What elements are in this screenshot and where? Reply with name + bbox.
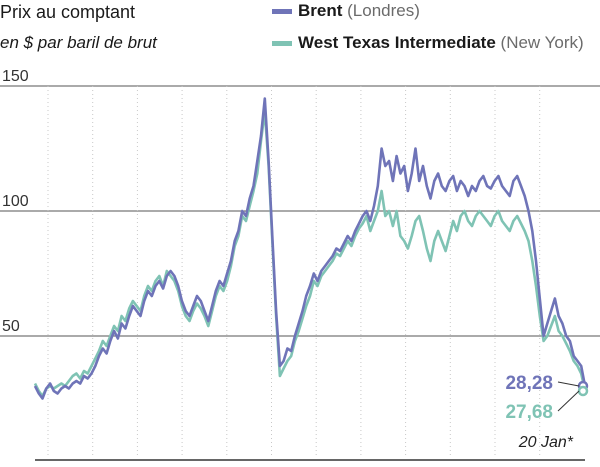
chart-subtitle: en $ par baril de brut: [0, 33, 157, 52]
legend-entry-brent: Brent (Londres): [272, 1, 420, 21]
legend-label-wti: West Texas Intermediate: [298, 33, 496, 52]
series-line-wti: [33, 109, 587, 398]
chart-grid: [0, 85, 600, 337]
y-tick-label: 150: [2, 68, 29, 85]
end-markers: 28,28 27,68 20 Jan*: [505, 373, 589, 451]
legend-entry-wti: West Texas Intermediate (New York): [272, 33, 584, 53]
y-axis-ticks: 150 100 50: [2, 68, 29, 335]
legend-label-brent: Brent: [298, 1, 343, 20]
series-line-brent: [33, 97, 587, 400]
legend-swatch-wti: [272, 41, 292, 47]
end-leader-wti: [557, 390, 580, 412]
end-value-label-wti: 27,68: [505, 402, 553, 423]
legend-suffix-brent: (Londres): [347, 1, 420, 20]
end-value-label-brent: 28,28: [505, 373, 553, 394]
chart-title: Prix au comptant: [0, 2, 136, 22]
y-tick-label: 100: [2, 193, 29, 210]
legend-suffix-wti: (New York): [500, 33, 584, 52]
legend-swatch-brent: [272, 9, 292, 15]
y-tick-label: 50: [2, 318, 20, 335]
series-lines: [33, 97, 587, 400]
chart-vertical-grid: [47, 86, 541, 458]
end-leader-brent: [557, 381, 580, 387]
end-marker-wti: [577, 385, 589, 397]
end-date-label: 20 Jan*: [518, 434, 574, 451]
